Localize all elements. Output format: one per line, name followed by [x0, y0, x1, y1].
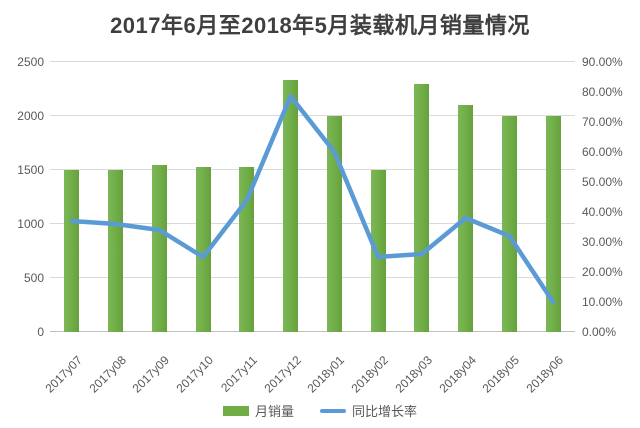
left-axis-tick: 1000	[17, 217, 44, 231]
left-axis-tick: 2000	[17, 109, 44, 123]
bar-2018y06	[545, 116, 561, 332]
legend-bar-swatch-icon	[222, 405, 249, 416]
bar-2018y01	[326, 116, 342, 332]
right-axis-tick: 70.00%	[582, 115, 623, 129]
legend-bar-label: 月销量	[254, 404, 294, 419]
legend-item-growth: 同比增长率	[320, 401, 417, 420]
x-axis-line	[50, 331, 575, 332]
right-axis-tick: 20.00%	[582, 265, 623, 279]
plot-area	[50, 61, 575, 332]
bar-2018y02	[370, 170, 386, 332]
legend-line-swatch-icon	[320, 408, 346, 413]
legend-line-label: 同比增长率	[352, 404, 418, 419]
right-axis-tick: 60.00%	[582, 145, 623, 159]
bar-2017y07	[64, 170, 80, 332]
right-axis-tick: 50.00%	[582, 175, 623, 189]
gridline	[50, 115, 575, 116]
growth-line	[69, 93, 556, 305]
left-axis-tick: 0	[37, 325, 44, 339]
bar-2018y05	[501, 116, 517, 332]
left-axis-tick: 1500	[17, 163, 44, 177]
right-axis-tick: 0.00%	[582, 325, 617, 339]
right-axis-tick: 10.00%	[582, 295, 623, 309]
right-axis-tick: 80.00%	[582, 85, 623, 99]
legend: 月销量 同比增长率	[0, 401, 640, 420]
gridline	[50, 61, 575, 62]
right-axis-tick: 90.00%	[582, 55, 623, 69]
right-axis-tick: 40.00%	[582, 205, 623, 219]
left-axis-tick: 2500	[17, 55, 44, 69]
gridline	[50, 169, 575, 170]
gridline	[50, 223, 575, 224]
bar-2017y10	[195, 166, 211, 332]
gridline	[50, 277, 575, 278]
growth-line-series	[69, 93, 556, 305]
left-axis-tick: 500	[23, 271, 44, 285]
bar-2017y08	[108, 170, 124, 332]
right-axis-tick: 30.00%	[582, 235, 623, 249]
bar-2017y09	[151, 164, 167, 332]
bar-2017y12	[283, 80, 299, 332]
chart-title: 2017年6月至2018年5月装载机月销量情况	[110, 13, 530, 38]
bar-2018y03	[414, 83, 430, 332]
legend-item-sales: 月销量	[222, 401, 294, 420]
